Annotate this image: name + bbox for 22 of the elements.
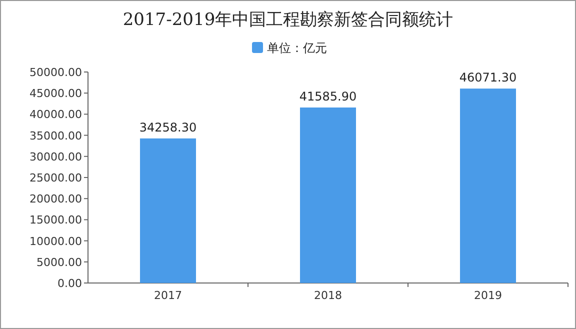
bar [300,108,356,283]
y-tick-label: 40000.00 [30,108,82,122]
y-tick-label: 25000.00 [30,172,82,184]
y-tick-label: 35000.00 [30,129,82,142]
y-tick-label: 5000.00 [36,256,82,269]
bar [460,88,516,283]
y-tick-label: 30000.00 [30,150,82,164]
y-tick-label: 45000.00 [30,87,82,100]
x-tick-label: 2019 [474,289,502,302]
y-tick-label: 10000.00 [30,234,82,248]
data-label: 41585.90 [299,90,357,104]
y-tick-label: 20000.00 [30,192,82,206]
chart-title: 2017-2019年中国工程勘察新签合同额统计 [122,10,454,30]
data-label: 34258.30 [139,120,197,134]
x-tick-label: 2017 [154,289,182,302]
y-tick-label: 15000.00 [30,214,82,227]
bar [140,138,196,283]
y-tick-label: 50000.00 [30,66,82,79]
y-tick-label: 0.00 [58,277,82,290]
x-tick-label: 2018 [314,289,342,302]
data-label: 46071.30 [459,70,517,85]
legend-label: 单位：亿元 [267,41,327,55]
